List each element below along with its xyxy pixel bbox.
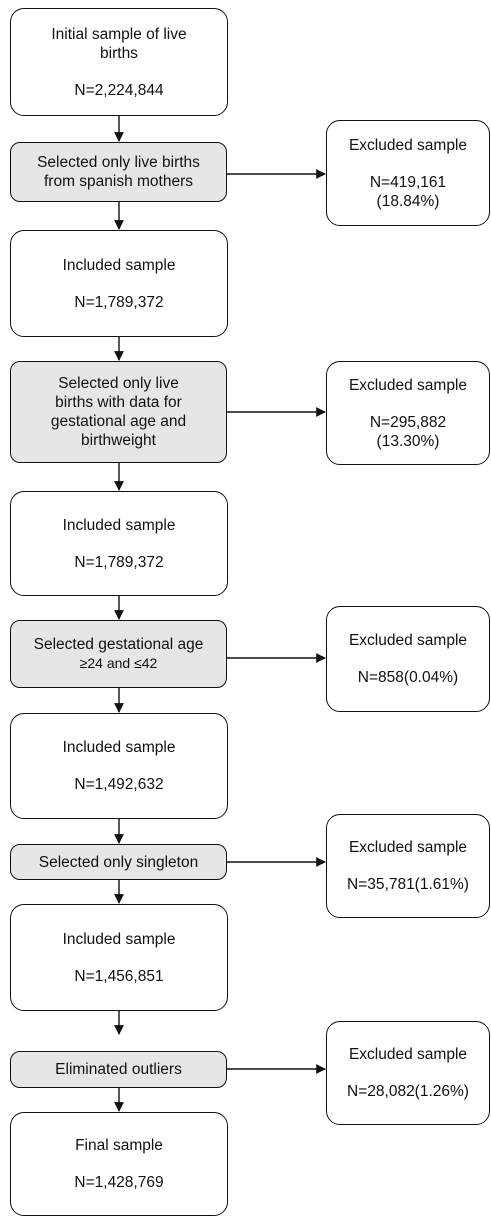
included-sample-box-1: Included sample N=1,789,372	[10, 230, 228, 337]
initial-sample-n: N=2,224,844	[74, 81, 164, 99]
included-n: N=1,492,632	[74, 776, 164, 793]
included-sample-box-3: Included sample N=1,492,632	[10, 713, 228, 819]
selection-step-gestational-age: Selected gestational age ≥24 and ≤42	[10, 620, 227, 688]
included-sample-box-2: Included sample N=1,789,372	[10, 491, 228, 596]
excluded-n: N=28,082(1.26%)	[347, 1083, 469, 1100]
included-title: Included sample	[62, 930, 176, 948]
excluded-n: N=858(0.04%)	[357, 669, 459, 686]
excluded-pct: (13.30%)	[376, 432, 440, 450]
excluded-sample-box-4: Excluded sample N=35,781(1.61%)	[326, 814, 490, 918]
selection-step-label: Selected only live births with data for …	[50, 375, 187, 449]
excluded-n: N=35,781(1.61%)	[347, 876, 469, 893]
included-sample-box-4: Included sample N=1,456,851	[10, 904, 228, 1011]
excluded-sample-box-2: Excluded sample N=295,882 (13.30%)	[326, 361, 490, 465]
included-n: N=1,789,372	[74, 553, 164, 571]
final-sample-box: Final sample N=1,428,769	[10, 1112, 228, 1216]
excluded-n: N=295,882	[369, 413, 447, 431]
excluded-title: Excluded sample	[348, 376, 468, 394]
excluded-title: Excluded sample	[348, 839, 468, 856]
selection-step-spanish-mothers: Selected only live births from spanish m…	[10, 142, 227, 202]
excluded-n: N=419,161	[369, 173, 447, 191]
selection-step-range: ≥24 and ≤42	[79, 655, 158, 671]
final-sample-title: Final sample	[75, 1137, 163, 1154]
final-sample-n: N=1,428,769	[74, 1174, 164, 1191]
included-title: Included sample	[62, 256, 176, 274]
selection-step-label: Selected only live births from spanish m…	[37, 154, 200, 190]
included-n: N=1,789,372	[74, 293, 164, 311]
selection-step-label: Eliminated outliers	[55, 1061, 182, 1078]
included-title: Included sample	[62, 516, 176, 534]
excluded-title: Excluded sample	[348, 136, 468, 154]
excluded-title: Excluded sample	[348, 1046, 468, 1063]
initial-sample-box: Initial sample of live births N=2,224,84…	[10, 8, 228, 116]
excluded-pct: (18.84%)	[376, 192, 440, 210]
selection-step-outliers: Eliminated outliers	[10, 1051, 227, 1088]
initial-sample-title: Initial sample of live births	[51, 25, 187, 62]
excluded-sample-box-1: Excluded sample N=419,161 (18.84%)	[326, 120, 490, 226]
included-title: Included sample	[62, 739, 176, 756]
excluded-sample-box-5: Excluded sample N=28,082(1.26%)	[326, 1021, 490, 1125]
excluded-title: Excluded sample	[348, 632, 468, 649]
selection-step-label: Selected only singleton	[38, 853, 199, 871]
selection-step-label: Selected gestational age	[33, 636, 204, 653]
selection-step-data-available: Selected only live births with data for …	[10, 361, 227, 463]
included-n: N=1,456,851	[74, 967, 164, 985]
excluded-sample-box-3: Excluded sample N=858(0.04%)	[326, 606, 490, 712]
selection-step-singleton: Selected only singleton	[10, 844, 227, 880]
